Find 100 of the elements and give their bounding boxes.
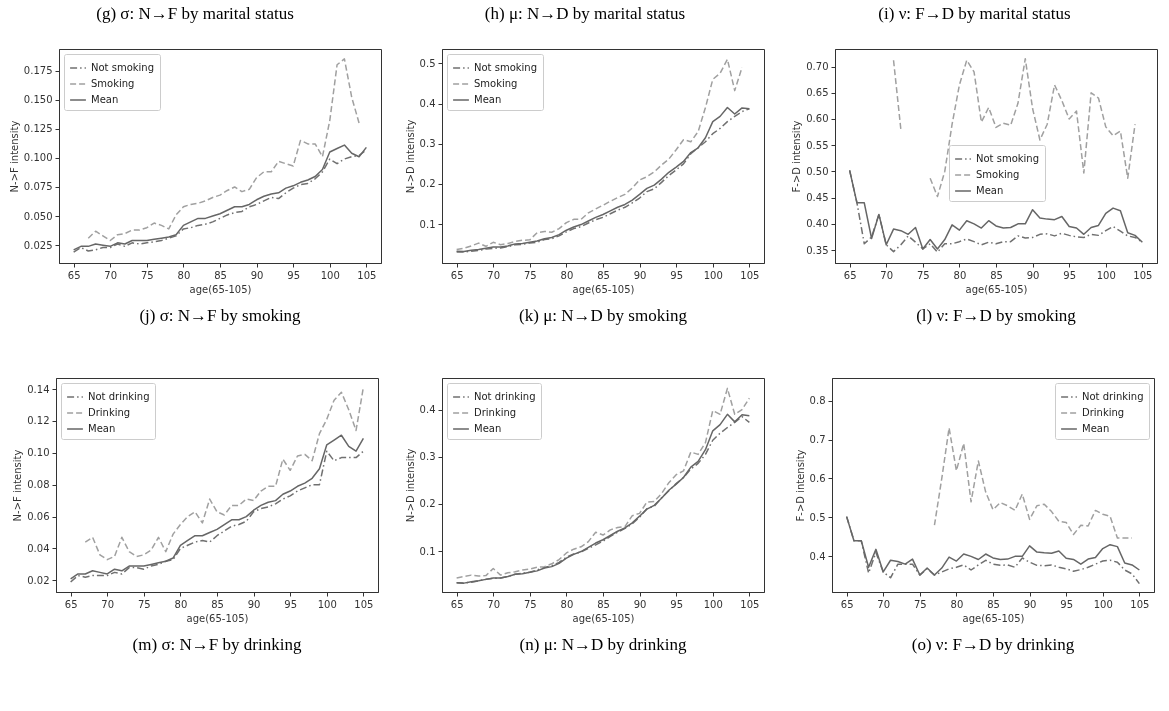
x-tick-label: 105 [353, 598, 373, 610]
line-series [87, 58, 360, 242]
y-tick-label: 0.7 [809, 434, 825, 446]
legend-label: Mean [976, 185, 1004, 196]
y-tick-label: 0.025 [23, 239, 52, 251]
y-tick-label: 0.60 [806, 113, 829, 125]
x-tick-label: 65 [450, 269, 464, 281]
y-tick-label: 0.100 [23, 152, 52, 164]
y-tick-label: 0.1 [419, 218, 436, 230]
text: (j) σ: N→F by smoking [138, 306, 301, 325]
x-tick-label: 80 [950, 598, 963, 610]
y-axis-title: N->F intensity [11, 449, 23, 522]
legend-label: Not smoking [976, 153, 1040, 164]
y-tick-label: 0.125 [23, 123, 52, 135]
text: (l) ν: F→D by smoking [916, 306, 1077, 325]
x-tick-label: 100 [1096, 269, 1116, 281]
y-tick-label: 0.6 [809, 472, 825, 484]
y-axis-title: F->D intensity [794, 449, 806, 522]
x-tick-label: 105 [1129, 598, 1149, 610]
text: (i) ν: F→D by marital status [878, 3, 1071, 25]
x-tick-label: 105 [356, 269, 376, 281]
y-axis-title: N->D intensity [404, 448, 416, 523]
x-tick-label: 95 [670, 269, 684, 281]
y-tick-label: 0.150 [23, 94, 52, 106]
legend-label: Mean [474, 94, 502, 105]
x-tick-label: 95 [286, 269, 300, 281]
x-tick-label: 70 [876, 598, 890, 610]
x-axis-title: age(65-105) [186, 612, 249, 624]
x-tick-label: 85 [986, 598, 1000, 610]
x-tick-label: 85 [597, 269, 610, 281]
y-tick-label: 0.5 [809, 511, 825, 523]
x-tick-label: 85 [210, 598, 224, 610]
x-tick-label: 100 [703, 269, 723, 281]
x-tick-label: 90 [1026, 269, 1040, 281]
y-tick-label: 0.3 [419, 138, 436, 150]
x-tick-label: 100 [317, 598, 337, 610]
x-tick-label: 90 [250, 269, 263, 281]
x-tick-label: 95 [1063, 269, 1077, 281]
x-tick-label: 90 [633, 598, 647, 610]
legend-label: Not drinking [1081, 391, 1144, 402]
x-tick-label: 100 [1093, 598, 1113, 610]
y-tick-label: 0.35 [806, 244, 829, 256]
x-tick-label: 90 [1023, 598, 1036, 610]
x-tick-label: 80 [560, 598, 574, 610]
legend-label: Not smoking [474, 62, 538, 73]
legend-label: Mean [87, 423, 115, 434]
x-axis-title: age(65-105) [572, 612, 635, 624]
y-tick-label: 0.10 [26, 447, 49, 459]
x-tick-label: 80 [174, 598, 187, 610]
y-axis-title: F->D intensity [791, 120, 803, 193]
legend-label: Not drinking [87, 391, 150, 402]
x-tick-label: 95 [283, 598, 297, 610]
y-tick-label: 0.050 [23, 210, 52, 222]
y-tick-label: 0.14 [26, 383, 49, 395]
x-tick-label: 105 [740, 598, 760, 610]
y-tick-label: 0.55 [806, 139, 829, 151]
x-tick-label: 95 [670, 598, 684, 610]
y-tick-label: 0.02 [26, 574, 49, 586]
y-tick-label: 0.06 [26, 511, 49, 523]
legend-label: Smoking [976, 169, 1020, 180]
y-tick-label: 0.4 [809, 550, 825, 562]
line-series [455, 387, 751, 579]
x-tick-label: 75 [140, 269, 154, 281]
y-tick-label: 0.04 [26, 542, 49, 554]
text: (m) σ: N→F by drinking [132, 635, 302, 654]
legend-label: Drinking [1081, 407, 1124, 418]
y-tick-label: 0.65 [806, 87, 829, 99]
x-tick-label: 80 [560, 269, 574, 281]
y-tick-label: 0.40 [806, 218, 829, 230]
legend-label: Smoking [474, 78, 518, 89]
y-tick-label: 0.45 [806, 192, 829, 204]
text: (k) μ: N→D by smoking [519, 306, 688, 325]
x-tick-label: 85 [213, 269, 227, 281]
text: (n) μ: N→D by drinking [519, 635, 687, 654]
x-axis-title: age(65-105) [189, 283, 252, 295]
y-axis-title: N->F intensity [8, 120, 20, 193]
legend-label: Mean [474, 423, 502, 434]
x-tick-label: 75 [916, 269, 930, 281]
legend-label: Smoking [90, 78, 134, 89]
x-tick-label: 65 [843, 269, 857, 281]
x-tick-label: 70 [487, 598, 501, 610]
x-axis-title: age(65-105) [572, 283, 635, 295]
y-tick-label: 0.2 [419, 498, 436, 510]
y-tick-label: 0.5 [419, 57, 436, 69]
x-tick-label: 95 [1059, 598, 1073, 610]
x-tick-label: 90 [633, 269, 647, 281]
x-tick-label: 65 [450, 598, 464, 610]
x-axis-title: age(65-105) [962, 612, 1025, 624]
y-tick-label: 0.70 [806, 61, 829, 73]
y-tick-label: 0.4 [419, 404, 436, 416]
y-tick-label: 0.4 [419, 98, 436, 110]
x-tick-label: 65 [840, 598, 853, 610]
y-axis-title: N->D intensity [404, 119, 416, 194]
x-tick-label: 75 [523, 598, 537, 610]
line-series [455, 58, 743, 251]
x-tick-label: 85 [597, 598, 610, 610]
legend-label: Mean [90, 94, 118, 105]
legend-label: Not drinking [474, 391, 536, 402]
x-tick-label: 75 [137, 598, 151, 610]
text: (o) ν: F→D by drinking [911, 635, 1075, 654]
